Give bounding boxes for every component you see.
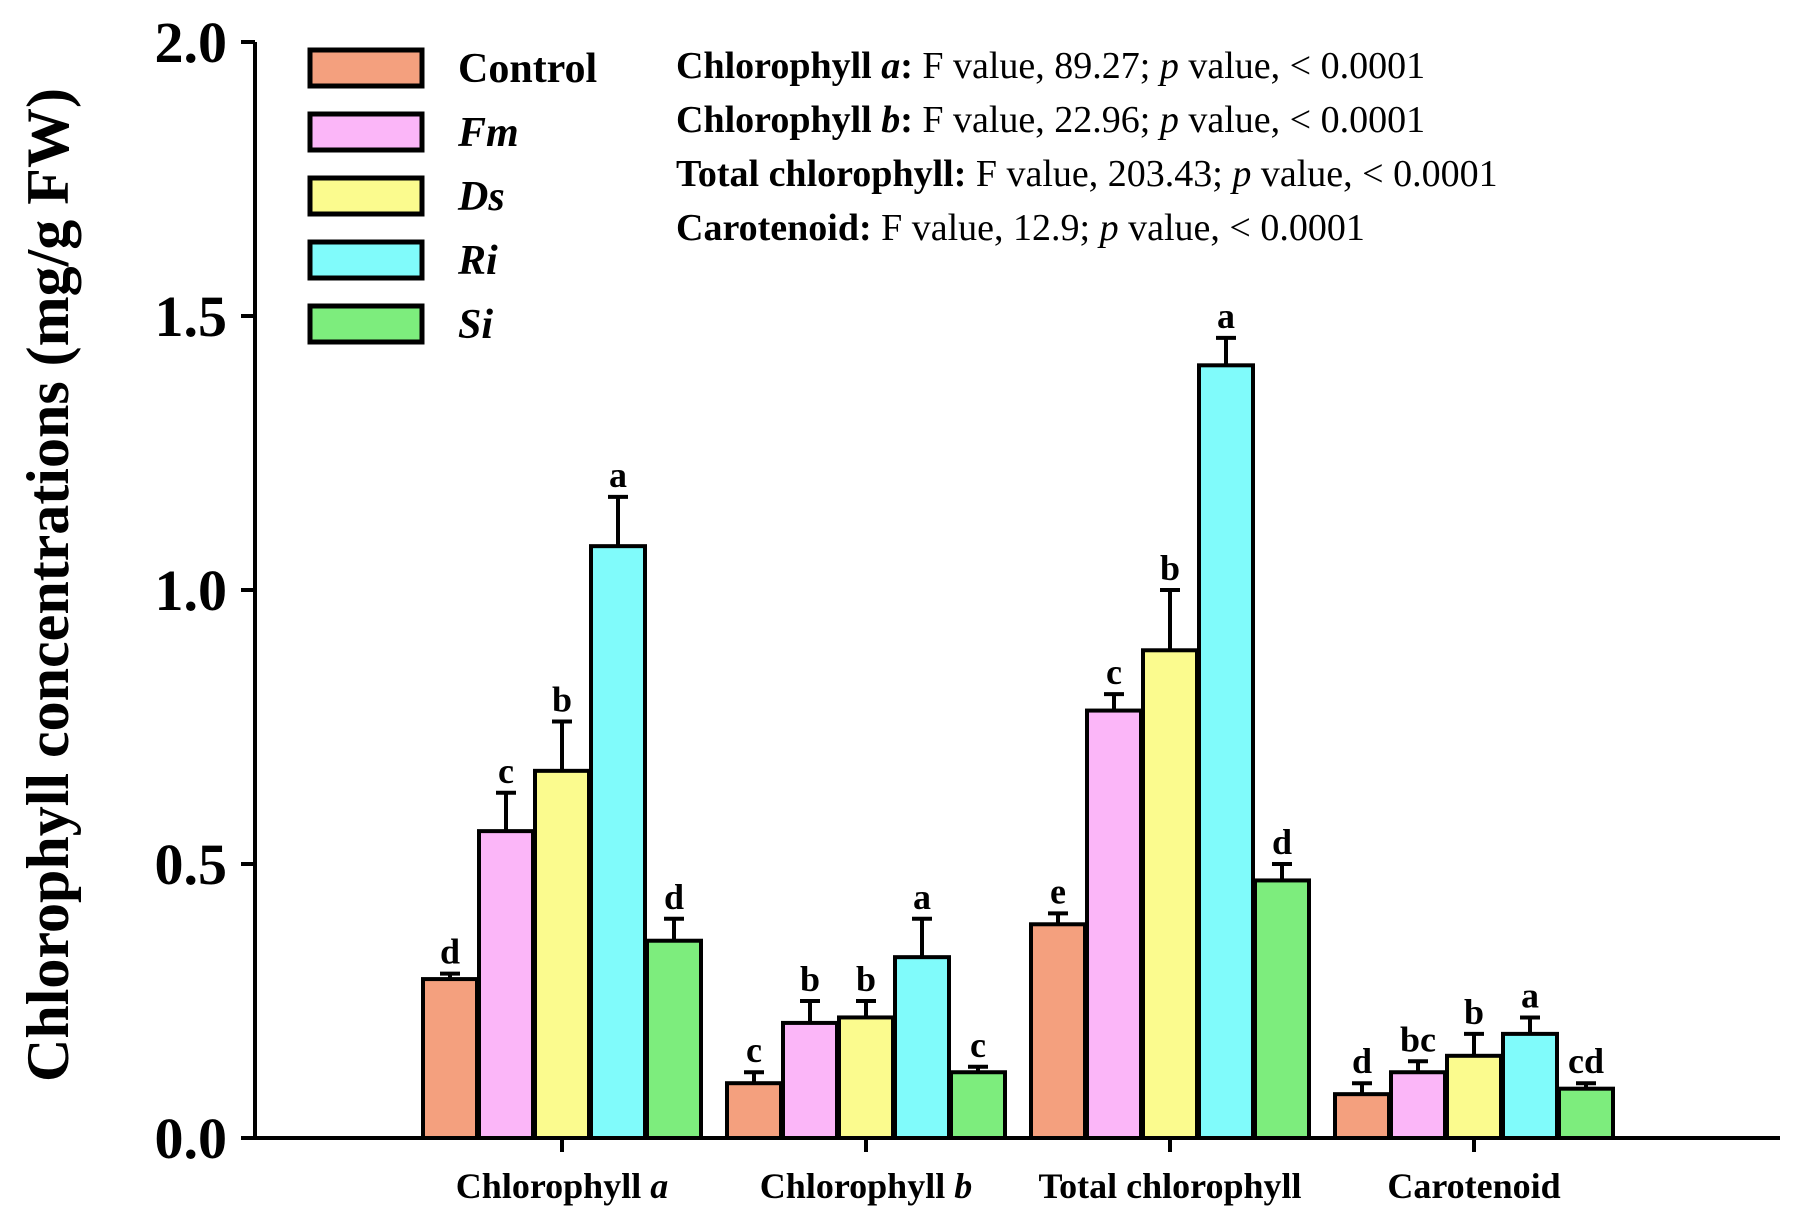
bar-control [1333,1092,1391,1141]
bar-control [725,1081,783,1140]
y-tick-label: 1.5 [155,284,228,349]
x-category-label-text: Total chlorophyll [1038,1166,1301,1206]
bar-ds [533,768,591,1141]
significance-letter: d [440,932,460,972]
x-category-label-text: Chlorophyll [456,1166,650,1206]
stats-annotation-line: Total chlorophyll: F value, 203.43; p va… [676,153,1498,195]
significance-letter: a [609,455,627,495]
significance-letter: c [498,751,514,791]
bar-fm [1389,1070,1447,1140]
stats-annotation-line: Carotenoid: F value, 12.9; p value, < 0.… [676,207,1365,249]
y-axis-title: Chlorophyll concentrations (mg/g FW) [15,88,81,1082]
x-category-label: Carotenoid [1387,1166,1560,1206]
y-tick-label: 0.0 [155,1106,228,1171]
legend-label: Ds [457,174,505,220]
legend-swatch [307,111,425,153]
bar-fm [477,829,535,1140]
bar-ds [1141,648,1199,1141]
bar-si [1253,878,1311,1140]
bar-ds [1445,1053,1503,1141]
significance-letter: c [746,1030,762,1070]
significance-letter: d [1272,822,1292,862]
y-tick-label: 2.0 [155,10,228,75]
significance-letter: b [800,959,820,999]
legend-swatch [307,47,425,89]
bar-si [645,938,703,1140]
x-category-label: Chlorophyll a [456,1166,668,1206]
stats-annotation-line: Chlorophyll a: F value, 89.27; p value, … [676,45,1425,87]
significance-letter: b [856,959,876,999]
legend-label: Control [458,46,597,92]
bar-fm [781,1020,839,1140]
x-category-label: Total chlorophyll [1038,1166,1301,1206]
legend-label: Ri [457,238,498,284]
x-category-label-text: Carotenoid [1387,1166,1560,1206]
legend-label: Si [458,302,493,348]
significance-letter: b [1464,992,1484,1032]
significance-letter: a [913,877,931,917]
legend-swatch [307,239,425,281]
bar-ri [1197,363,1255,1140]
significance-letter: c [1106,652,1122,692]
legend: Control Fm Ds Ri Si [307,46,597,348]
significance-letter: d [1352,1041,1372,1081]
x-category-label-italic: b [954,1166,972,1206]
significance-letter: a [1217,296,1235,336]
legend-swatch [307,303,425,345]
bar-si [949,1070,1007,1140]
bar-ri [1501,1031,1559,1141]
y-tick-label: 0.5 [155,832,228,897]
legend-swatch [307,175,425,217]
significance-letter: a [1521,975,1539,1015]
significance-letter: c [970,1025,986,1065]
x-category-label-text: Chlorophyll [760,1166,954,1206]
y-tick-label: 1.0 [155,558,228,623]
significance-letter: e [1050,871,1066,911]
bar-control [421,977,479,1141]
x-category-label-italic: a [650,1166,668,1206]
significance-letter: b [552,680,572,720]
bar-fm [1085,708,1143,1140]
significance-letter: bc [1400,1019,1436,1059]
axes: 0.0 0.5 1.0 1.5 2.0 Chlorophyll concentration… [15,10,1780,1206]
significance-letter: cd [1568,1041,1604,1081]
bar-ri [589,544,647,1140]
stats-annotations: Chlorophyll a: F value, 89.27; p value, … [676,45,1498,249]
significance-letter: d [664,877,684,917]
bar-ds [837,1015,895,1140]
legend-label: Fm [457,110,519,156]
bar-si [1557,1086,1615,1141]
stats-annotation-line: Chlorophyll b: F value, 22.96; p value, … [676,99,1425,141]
x-category-label: Chlorophyll b [760,1166,972,1206]
significance-letter: b [1160,548,1180,588]
bar-control [1029,922,1087,1141]
bar-ri [893,955,951,1140]
